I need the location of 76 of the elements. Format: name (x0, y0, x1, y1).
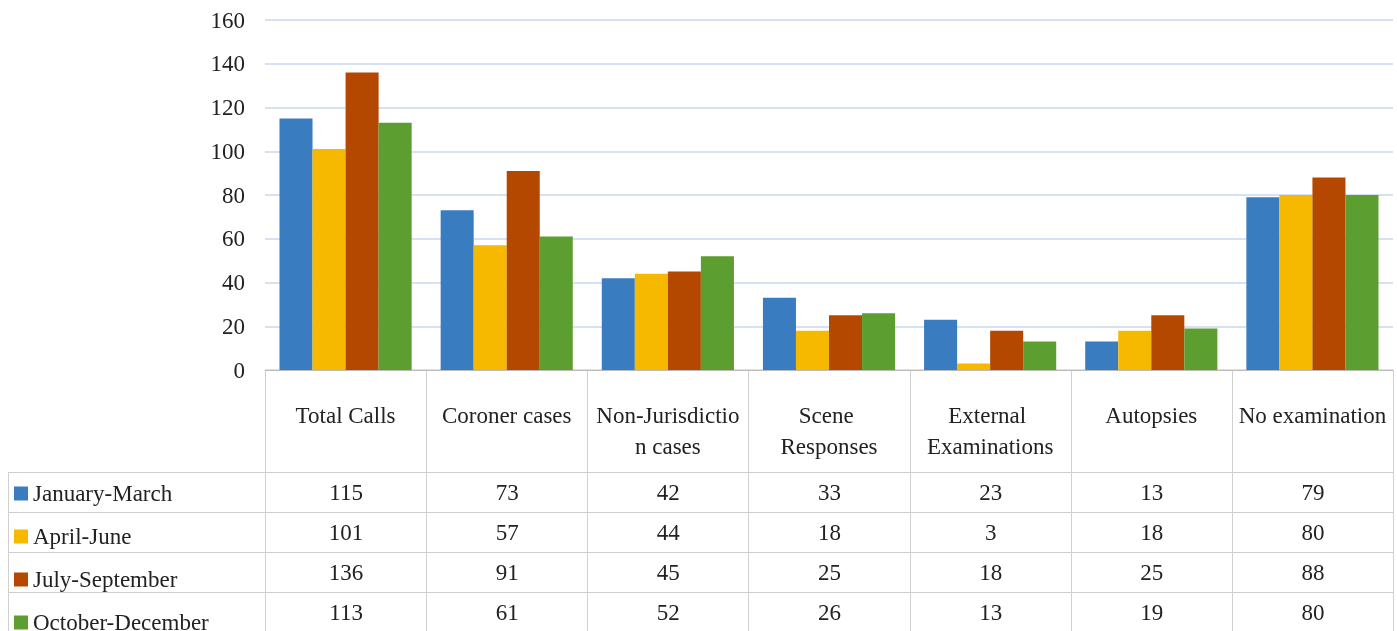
bar (1246, 197, 1280, 370)
data-label: 91 (426, 552, 589, 593)
bar (1345, 195, 1379, 370)
bar (795, 330, 829, 370)
bar (862, 313, 896, 370)
bar (1023, 341, 1057, 370)
data-label: 80 (1231, 592, 1394, 631)
data-label: 57 (426, 512, 589, 553)
legend-label: October-December (33, 610, 210, 631)
bar (667, 271, 701, 370)
bar (957, 363, 991, 370)
data-label: 79 (1231, 472, 1394, 513)
bar (1085, 341, 1119, 370)
x-tick-label: Scene Responses (780, 403, 878, 459)
bar (539, 236, 573, 370)
data-label: 45 (587, 552, 750, 593)
y-tick-label: 20 (222, 313, 245, 339)
bar (924, 319, 958, 370)
x-tick-label: Coroner cases (441, 403, 572, 428)
data-label: 80 (1231, 512, 1394, 553)
bar (473, 245, 507, 370)
legend-label: January-March (33, 481, 173, 506)
bar (700, 256, 734, 370)
y-tick-label: 60 (222, 226, 245, 252)
data-label: 136 (265, 552, 428, 593)
bar (279, 118, 313, 370)
data-label: 61 (426, 592, 589, 631)
bar (829, 315, 863, 370)
data-label: 19 (1070, 592, 1233, 631)
data-label: 44 (587, 512, 750, 553)
x-tick-label: External Examinations (926, 403, 1054, 459)
y-tick-label: 100 (210, 138, 245, 164)
legend-label: July-September (33, 567, 178, 592)
bar (634, 273, 668, 370)
x-tick-label: Autopsies (1105, 403, 1198, 428)
data-label: 73 (426, 472, 589, 513)
x-tick-label: Non-Jurisdiction cases (596, 403, 740, 459)
bar (1118, 330, 1152, 370)
data-label: 33 (748, 472, 911, 513)
data-label: 13 (909, 592, 1072, 631)
x-tick-label: No examination (1238, 403, 1387, 428)
y-tick-label: 80 (222, 182, 245, 208)
bar (345, 72, 379, 370)
data-label: 25 (1070, 552, 1233, 593)
data-label: 3 (909, 512, 1072, 553)
x-tick-label: Total Calls (295, 403, 396, 428)
data-label: 18 (909, 552, 1072, 593)
y-tick-label: 140 (210, 51, 245, 77)
bar (1312, 177, 1346, 370)
bar (1184, 328, 1218, 370)
data-label: 101 (265, 512, 428, 553)
data-label: 13 (1070, 472, 1233, 513)
bar (506, 170, 540, 370)
bar (1151, 315, 1185, 370)
bar (378, 122, 412, 370)
data-label: 18 (1070, 512, 1233, 553)
data-label: 18 (748, 512, 911, 553)
y-tick-label: 160 (210, 7, 245, 33)
data-label: 25 (748, 552, 911, 593)
data-label: 52 (587, 592, 750, 631)
y-tick-label: 0 (233, 357, 245, 383)
data-label: 88 (1231, 552, 1394, 593)
bar (312, 149, 346, 370)
legend-label: April-June (33, 524, 132, 549)
data-label: 42 (587, 472, 750, 513)
bar (440, 210, 474, 370)
y-tick-label: 120 (210, 95, 245, 120)
data-label: 26 (748, 592, 911, 631)
bar (1279, 195, 1313, 370)
bar (990, 330, 1024, 370)
y-tick-label: 40 (222, 270, 245, 295)
bar (601, 278, 635, 370)
data-label: 23 (909, 472, 1072, 513)
data-label: 113 (265, 592, 428, 631)
bar (762, 297, 796, 370)
data-label: 115 (265, 472, 428, 513)
